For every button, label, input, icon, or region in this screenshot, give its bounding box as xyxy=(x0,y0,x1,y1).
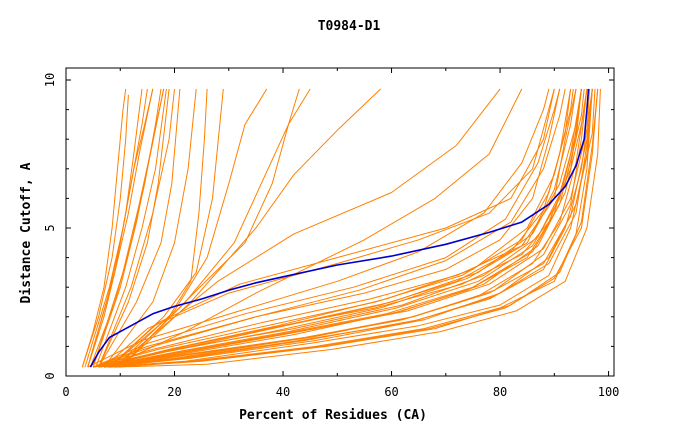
model-line-51 xyxy=(114,88,599,368)
x-tick-label: 100 xyxy=(598,385,620,399)
model-line-47 xyxy=(103,88,596,368)
x-tick-label: 60 xyxy=(384,385,398,399)
y-tick-label: 10 xyxy=(43,73,57,87)
model-line-12 xyxy=(98,88,175,368)
model-line-2 xyxy=(81,94,129,368)
model-line-45 xyxy=(114,88,601,368)
model-line-30 xyxy=(98,88,588,368)
model-line-41 xyxy=(109,88,599,368)
model-line-50 xyxy=(98,88,585,368)
model-line-44 xyxy=(92,88,561,368)
model-line-8 xyxy=(92,88,165,368)
model-line-25 xyxy=(92,88,561,368)
x-tick-label: 20 xyxy=(167,385,181,399)
model-line-18 xyxy=(119,88,300,368)
chart-title: T0984-D1 xyxy=(318,19,381,34)
model-line-39 xyxy=(103,88,593,368)
highlight-line-layer xyxy=(89,88,590,368)
model-line-49 xyxy=(87,88,550,368)
model-line-37 xyxy=(109,88,593,368)
model-line-14 xyxy=(103,88,197,368)
y-tick-label: 5 xyxy=(43,224,57,231)
model-line-43 xyxy=(103,88,593,368)
x-tick-label: 0 xyxy=(62,385,69,399)
y-axis-label: Distance Cutoff, A xyxy=(19,162,34,303)
highlight-line xyxy=(89,88,590,368)
model-lines-layer xyxy=(81,88,601,368)
model-line-10 xyxy=(95,88,167,368)
model-line-28 xyxy=(98,88,582,368)
x-tick-label: 80 xyxy=(493,385,507,399)
plot-frame xyxy=(65,67,615,377)
model-line-5 xyxy=(84,88,154,368)
model-line-17 xyxy=(114,88,268,368)
model-line-36 xyxy=(98,88,588,368)
model-line-6 xyxy=(87,88,154,368)
model-line-19 xyxy=(119,88,311,368)
model-line-23 xyxy=(103,88,555,368)
model-line-42 xyxy=(98,88,582,368)
model-line-46 xyxy=(98,88,574,368)
model-line-9 xyxy=(92,88,165,368)
model-line-35 xyxy=(92,88,566,368)
model-line-13 xyxy=(98,88,181,368)
model-line-48 xyxy=(109,88,588,368)
model-line-52 xyxy=(103,88,591,368)
x-tick-label: 40 xyxy=(276,385,290,399)
axis-ticks-layer: 0 20 40 60 80 100 0 5 10 xyxy=(43,68,619,399)
model-line-1 xyxy=(81,88,127,368)
model-line-24 xyxy=(109,88,555,368)
y-tick-label: 0 xyxy=(43,372,57,379)
x-axis-label: Percent of Residues (CA) xyxy=(239,408,427,423)
model-line-11 xyxy=(98,88,170,368)
